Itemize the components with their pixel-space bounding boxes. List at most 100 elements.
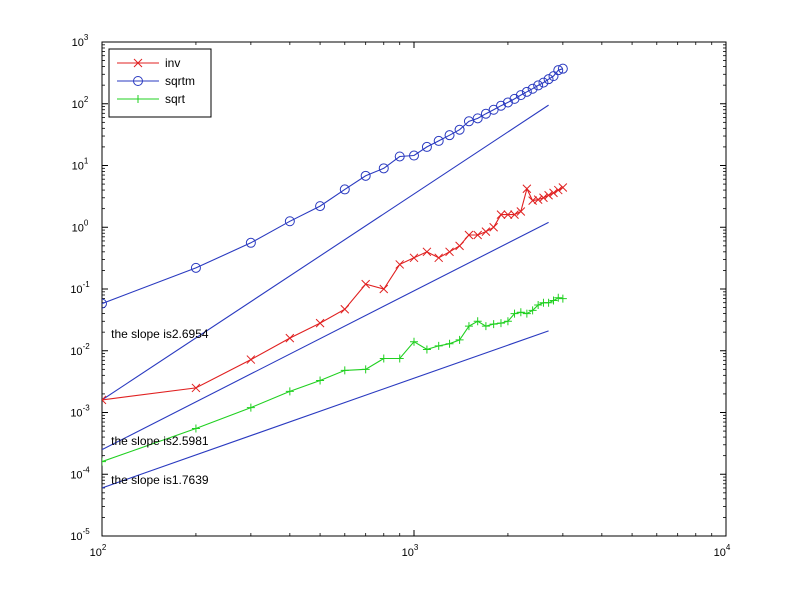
y-tick-label: 103 — [72, 33, 89, 49]
x-marker — [533, 195, 543, 204]
x-marker — [503, 210, 513, 219]
circle-marker — [521, 86, 532, 97]
x-marker — [395, 260, 405, 269]
x-marker — [191, 383, 201, 393]
x-marker — [422, 247, 432, 257]
plus-marker — [522, 309, 531, 318]
plus-marker — [496, 319, 505, 328]
plus-marker — [134, 95, 142, 103]
x-marker — [510, 210, 519, 219]
circle-marker — [133, 76, 143, 86]
x-marker — [102, 395, 107, 405]
plus-marker — [361, 365, 370, 374]
circle-marker — [360, 170, 371, 181]
plus-marker — [558, 294, 567, 303]
x-marker — [445, 247, 454, 257]
plus-marker — [246, 403, 255, 412]
circle-marker — [433, 135, 444, 146]
plus-marker — [473, 317, 482, 326]
plus-marker — [102, 457, 106, 466]
data-layer — [102, 63, 568, 489]
y-tick-label: 102 — [72, 95, 89, 111]
plus-marker — [434, 341, 443, 350]
circle-marker — [444, 130, 455, 141]
circle-marker — [538, 77, 549, 88]
circle-marker — [553, 65, 564, 76]
plus-marker — [285, 387, 294, 396]
legend-label-sqrtm: sqrtm — [165, 74, 195, 88]
x-marker — [549, 188, 558, 198]
fit-line — [102, 330, 549, 489]
slope-annotation: the slope is1.7639 — [111, 473, 209, 487]
x-marker — [544, 190, 553, 200]
circle-marker — [102, 298, 107, 309]
circle-marker — [245, 237, 256, 248]
circle-marker — [284, 216, 295, 227]
fit-line — [102, 221, 549, 451]
legend-box — [108, 48, 212, 118]
x-marker — [455, 241, 464, 251]
y-tick-label: 10-2 — [70, 342, 90, 358]
circle-marker — [502, 97, 513, 108]
legend-label-inv: inv — [165, 56, 180, 70]
plus-marker — [191, 424, 200, 433]
x-marker — [340, 304, 350, 314]
x-marker — [434, 253, 444, 263]
x-marker — [496, 210, 506, 219]
plus-marker — [481, 322, 490, 331]
plus-marker — [510, 309, 519, 318]
circle-marker — [527, 83, 538, 94]
slope-annotation: the slope is2.5981 — [111, 434, 209, 448]
plus-marker — [554, 293, 563, 302]
circle-marker — [409, 150, 419, 161]
circle-marker — [557, 63, 568, 74]
legend-label-sqrt: sqrt — [165, 92, 186, 106]
circle-marker — [339, 184, 350, 195]
x-tick-label: 104 — [714, 543, 731, 559]
x-marker — [553, 185, 563, 195]
x-marker — [285, 333, 295, 343]
x-marker — [522, 184, 532, 194]
x-marker — [539, 193, 548, 203]
x-marker — [379, 284, 389, 294]
x-tick-label: 103 — [402, 543, 419, 559]
x-marker — [516, 207, 526, 216]
plus-marker — [544, 298, 553, 307]
circle-marker — [421, 141, 432, 152]
x-marker — [528, 196, 537, 205]
y-tick-label: 10-3 — [70, 404, 90, 420]
y-tick-label: 10-4 — [70, 465, 90, 481]
plus-marker — [534, 301, 543, 310]
x-marker — [361, 279, 371, 289]
slope-annotation: the slope is2.6954 — [111, 327, 209, 341]
x-marker — [246, 355, 256, 364]
x-marker — [489, 222, 498, 232]
x-tick-label: 102 — [90, 543, 107, 559]
circle-marker — [495, 100, 506, 111]
plus-marker — [316, 376, 325, 385]
x-marker — [409, 253, 419, 263]
circle-marker — [315, 201, 326, 212]
circle-marker — [394, 151, 405, 162]
x-marker — [464, 230, 474, 240]
plus-marker — [489, 320, 498, 329]
circle-marker — [533, 80, 544, 91]
y-tick-label: 10-5 — [70, 527, 90, 543]
y-tick-label: 100 — [72, 218, 89, 234]
circle-marker — [463, 116, 474, 127]
x-marker — [315, 318, 325, 328]
plus-marker — [516, 308, 525, 317]
plus-marker — [549, 296, 558, 305]
plus-marker — [422, 345, 431, 354]
plus-marker — [379, 354, 388, 363]
fit-line — [102, 104, 549, 401]
circle-marker — [480, 108, 491, 119]
x-marker — [481, 227, 491, 236]
circle-marker — [543, 74, 554, 85]
y-tick-label: 10-1 — [70, 280, 90, 296]
circle-marker — [378, 163, 389, 174]
circle-marker — [515, 90, 526, 101]
plus-marker — [395, 354, 404, 363]
plus-marker — [464, 322, 473, 331]
